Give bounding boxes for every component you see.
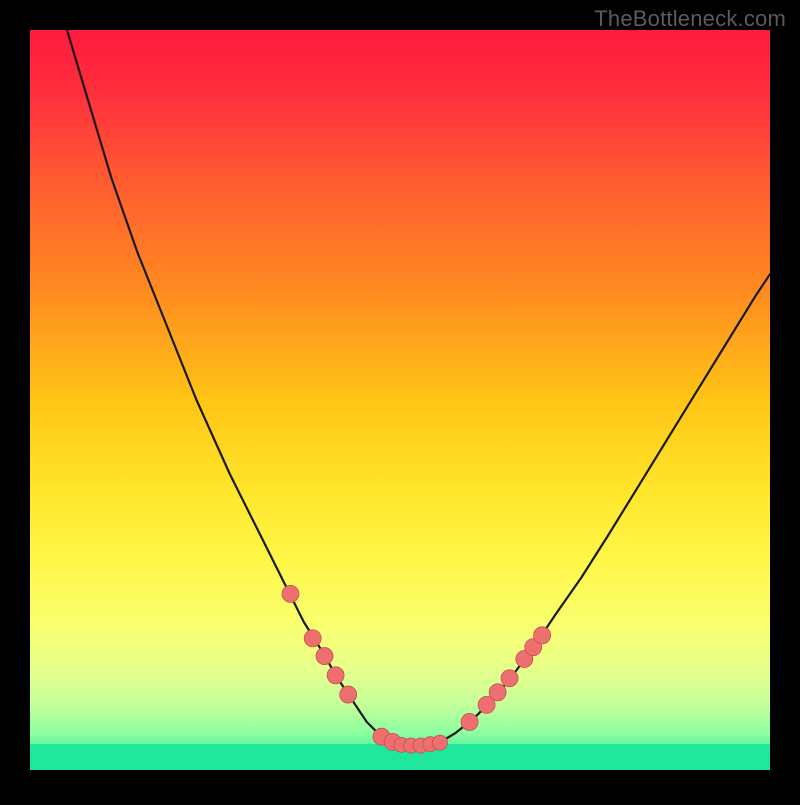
chart-svg	[0, 0, 800, 800]
watermark-text: TheBottleneck.com	[594, 6, 786, 32]
bottleneck-chart	[0, 0, 800, 800]
